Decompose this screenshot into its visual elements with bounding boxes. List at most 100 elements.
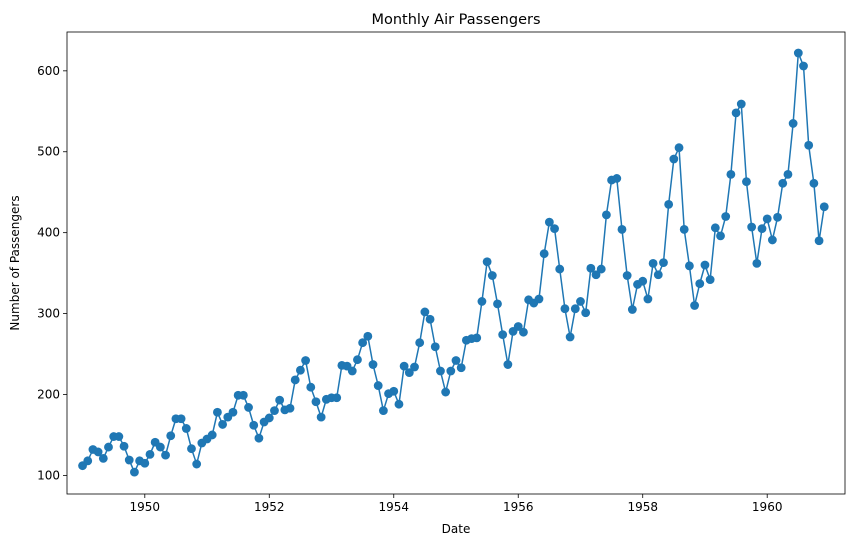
x-tick-label: 1960 — [752, 500, 783, 514]
data-point — [586, 263, 596, 273]
data-point — [814, 236, 824, 246]
data-point — [98, 454, 108, 463]
data-point — [446, 366, 456, 376]
data-point — [119, 441, 129, 451]
data-point — [218, 420, 228, 429]
data-point — [420, 307, 430, 317]
data-point — [145, 449, 155, 459]
data-point — [555, 264, 565, 274]
data-point — [550, 224, 559, 234]
data-point — [130, 467, 139, 477]
data-point — [659, 258, 668, 267]
data-point — [270, 406, 279, 416]
y-tick-label: 100 — [37, 468, 60, 482]
data-point — [534, 294, 544, 304]
data-point — [290, 375, 300, 385]
data-point — [643, 294, 653, 304]
data-point — [477, 297, 487, 306]
data-point — [410, 362, 419, 372]
data-point — [451, 356, 461, 365]
data-point — [166, 431, 176, 441]
y-axis-label: Number of Passengers — [8, 195, 22, 330]
data-point — [576, 297, 585, 306]
x-tick-label: 1950 — [130, 500, 161, 514]
data-point — [591, 270, 601, 280]
data-point — [425, 314, 435, 324]
y-tick-label: 200 — [37, 387, 60, 401]
data-point — [238, 390, 248, 400]
data-point — [653, 270, 663, 280]
data-point — [627, 305, 637, 314]
data-point — [441, 387, 451, 397]
data-point — [332, 393, 342, 403]
data-point — [249, 420, 259, 430]
data-point — [155, 442, 165, 452]
data-point — [519, 327, 528, 337]
data-point — [622, 271, 632, 280]
data-point — [399, 361, 409, 371]
data-point — [181, 424, 191, 433]
data-point — [368, 360, 378, 369]
data-point — [161, 450, 170, 460]
data-point — [228, 407, 238, 417]
data-point — [404, 368, 414, 378]
data-point — [487, 271, 497, 280]
data-point — [778, 178, 788, 188]
data-point — [264, 413, 274, 423]
data-point — [456, 363, 466, 373]
data-point — [560, 304, 570, 314]
data-point — [612, 174, 622, 183]
data-point — [430, 342, 440, 352]
data-point — [602, 210, 611, 220]
data-point — [373, 381, 383, 390]
y-tick-label: 400 — [37, 226, 60, 240]
x-tick-label: 1954 — [378, 500, 409, 514]
data-point — [296, 365, 305, 375]
data-point — [254, 433, 264, 443]
data-point — [700, 260, 710, 270]
chart-title: Monthly Air Passengers — [371, 12, 540, 28]
data-point — [679, 225, 689, 234]
data-point — [747, 222, 757, 232]
data-point — [726, 170, 736, 179]
data-point — [757, 224, 767, 234]
plot-frame — [66, 31, 846, 495]
data-point — [363, 331, 373, 341]
data-point — [570, 304, 580, 314]
data-point — [187, 444, 196, 454]
data-point — [767, 235, 777, 245]
data-point — [83, 456, 93, 466]
x-tick-label: 1958 — [627, 500, 658, 514]
x-axis-ticks: 1950 1952 1954 1956 1958 1960 — [130, 494, 783, 514]
data-point — [721, 212, 731, 221]
x-tick-label: 1952 — [254, 500, 285, 514]
x-tick-label: 1956 — [503, 500, 534, 514]
data-point — [415, 338, 425, 348]
data-point — [695, 279, 705, 289]
data-point — [638, 276, 648, 286]
data-point — [539, 249, 549, 259]
data-point — [742, 177, 751, 187]
data-point — [176, 414, 186, 424]
data-point — [301, 356, 310, 365]
x-axis-label: Date — [442, 522, 471, 536]
y-tick-label: 500 — [37, 145, 60, 159]
data-point — [581, 308, 591, 318]
data-point — [93, 447, 103, 457]
data-point — [207, 430, 217, 440]
data-point — [716, 231, 725, 241]
data-point — [773, 212, 782, 222]
plot-background — [67, 32, 845, 494]
data-point — [378, 406, 388, 416]
data-point — [804, 140, 814, 150]
y-tick-label: 300 — [37, 307, 60, 321]
data-point — [809, 178, 819, 188]
data-point — [192, 459, 202, 469]
data-point — [731, 108, 741, 118]
data-point — [669, 154, 679, 164]
data-point — [710, 223, 720, 233]
data-point — [389, 386, 399, 396]
y-axis-ticks: 100 200 300 400 500 600 — [37, 64, 67, 482]
